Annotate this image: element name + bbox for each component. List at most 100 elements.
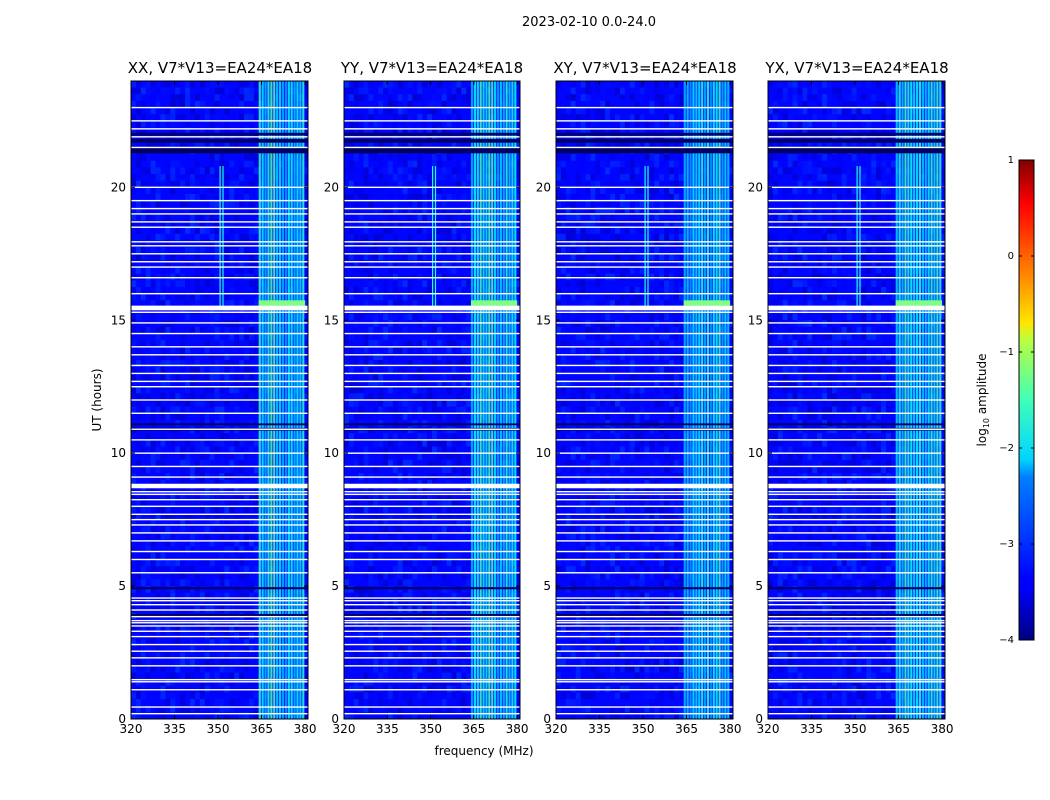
heatmap-cell [471,552,476,560]
heatmap-cell [422,180,428,188]
heatmap-cell [590,227,596,234]
heatmap-cell [383,672,388,680]
heatmap-cell [590,140,596,148]
heatmap-cell [170,539,176,547]
heatmap-cell [214,114,220,121]
heatmap-cell [402,380,408,387]
heatmap-cell [560,353,566,361]
heatmap-cell [224,107,230,115]
heatmap-cell [466,160,472,168]
heatmap-cell [471,94,476,101]
heatmap-cell [303,120,308,128]
heatmap-cell [249,446,254,454]
heatmap-cell [417,127,423,135]
heatmap-cell [412,652,418,660]
heatmap-cell [293,413,299,420]
heatmap-cell [485,127,491,135]
heatmap-cell [451,419,457,427]
heatmap-cell [204,280,210,288]
heatmap-cell [654,366,660,374]
heatmap-cell [190,659,195,666]
heatmap-cell [718,326,724,334]
heatmap-cell [273,512,279,520]
heatmap-cell [214,87,220,95]
heatmap-cell [229,187,235,194]
heatmap-cell [427,532,432,540]
heatmap-cell [669,193,674,201]
flagged-row [344,346,520,348]
heatmap-cell [150,174,156,181]
heatmap-cell [348,180,354,188]
heatmap-cell [244,160,249,168]
heatmap-cell [634,373,640,381]
heatmap-cell [417,154,423,161]
heatmap-cell [363,366,369,374]
heatmap-cell [199,413,205,420]
heatmap-cell [718,127,724,135]
heatmap-cell [392,120,398,128]
heatmap-cell [229,479,235,487]
heatmap-cell [427,160,432,168]
heatmap-cell [595,313,601,321]
heatmap-cell [358,233,364,241]
low-amplitude-row [131,613,308,618]
heatmap-cell [135,539,141,547]
heatmap-cell [485,353,491,361]
heatmap-cell [145,532,151,540]
heatmap-cell [253,652,259,660]
heatmap-cell [190,532,195,540]
heatmap-cell [402,366,408,374]
heatmap-cell [303,373,308,381]
heatmap-cell [239,599,245,607]
heatmap-cell [565,187,571,194]
heatmap-cell [392,233,398,241]
heatmap-cell [145,645,151,653]
heatmap-cell [441,672,447,680]
flagged-row [131,505,308,508]
heatmap-cell [135,174,141,181]
heatmap-cell [145,519,151,527]
heatmap-cell [293,479,299,487]
heatmap-cell [234,453,240,460]
heatmap-cell [659,100,665,108]
heatmap-cell [214,287,220,294]
heatmap-cell [204,386,210,394]
heatmap-cell [140,493,146,500]
heatmap-cell [180,280,186,288]
heatmap-cell [422,446,428,454]
heatmap-cell [683,94,689,101]
flagged-row [344,221,520,223]
heatmap-cell [135,439,141,447]
heatmap-cell [214,546,220,553]
heatmap-cell [155,233,161,241]
heatmap-cell [194,692,200,700]
heatmap-cell [383,493,388,500]
heatmap-cell [175,625,181,633]
heatmap-cell [402,140,408,148]
heatmap-cell [358,659,364,666]
heatmap-cell [170,253,176,261]
heatmap-cell [674,200,679,208]
heatmap-cell [224,220,230,228]
heatmap-cell [175,446,181,454]
heatmap-cell [239,174,245,181]
heatmap-cell [505,692,511,700]
heatmap-cell [140,293,146,301]
heatmap-cell [190,586,195,593]
heatmap-cell [683,220,689,228]
heatmap-cell [273,699,279,706]
heatmap-cell [185,120,190,128]
heatmap-cell [253,433,259,440]
heatmap-cell [461,625,467,633]
heatmap-cell [441,87,447,95]
flagged-row [131,120,308,122]
heatmap-cell [417,94,423,101]
heatmap-cell [363,253,369,261]
heatmap-cell [145,466,151,474]
heatmap-cell [258,433,264,440]
heatmap-cell [441,207,447,214]
heatmap-cell [422,213,428,221]
heatmap-cell [422,453,428,460]
heatmap-cell [446,114,452,121]
